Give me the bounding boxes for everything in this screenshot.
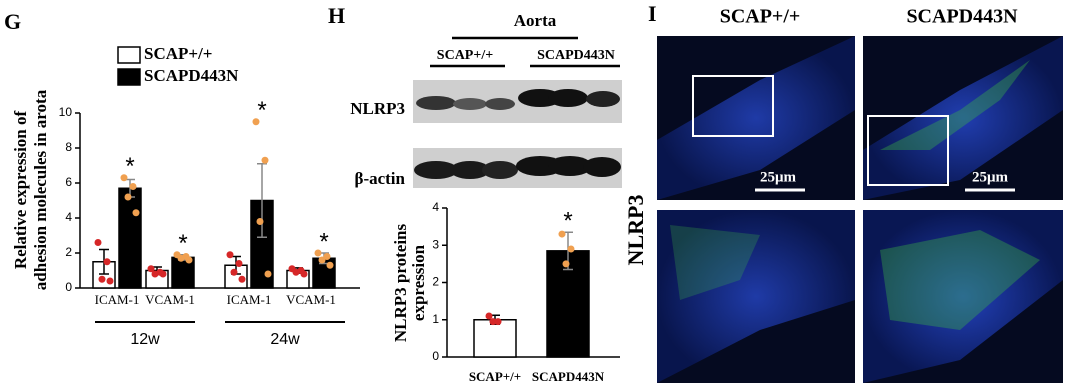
blot-row-label: NLRP3 — [350, 99, 405, 118]
data-point — [147, 265, 155, 273]
data-point — [558, 230, 566, 238]
legend-swatch — [117, 46, 141, 64]
data-point — [94, 239, 102, 246]
data-point — [318, 256, 326, 264]
panel-label: G — [4, 9, 21, 34]
x-tick-label: VCAM-1 — [145, 292, 195, 307]
y-axis-label: expression — [409, 244, 428, 321]
data-point — [132, 209, 140, 217]
bar — [473, 319, 517, 358]
data-point — [300, 270, 308, 278]
y-axis-label: adhesion molecules in arota — [31, 89, 50, 290]
data-point — [494, 318, 502, 326]
data-point — [485, 312, 493, 320]
scale-bar-label: 25μm — [760, 169, 797, 185]
data-point — [151, 270, 159, 278]
x-tick-label: SCAP+/+ — [469, 369, 521, 384]
row-label: NLRP3 — [623, 195, 648, 266]
significance-marker: * — [257, 97, 266, 124]
blot-group: SCAPD443N — [537, 48, 615, 63]
data-point — [314, 249, 322, 257]
y-tick-label: 2 — [432, 275, 439, 289]
data-point — [261, 156, 269, 164]
panel-label: H — [328, 3, 345, 28]
data-point — [567, 245, 575, 253]
x-tick-label: ICAM-1 — [95, 292, 140, 307]
data-point — [256, 218, 264, 225]
data-point — [106, 277, 114, 285]
data-point — [230, 268, 238, 276]
group-label: 24w — [270, 331, 300, 348]
data-point — [238, 275, 246, 283]
data-point — [235, 260, 243, 267]
y-axis-label: Relative expression of — [11, 111, 30, 270]
data-point — [185, 256, 193, 264]
y-tick-label: 3 — [432, 237, 439, 251]
data-point — [124, 193, 132, 201]
data-point — [159, 270, 167, 278]
significance-marker: * — [319, 228, 328, 255]
y-axis-label: NLRP3 proteins — [391, 224, 410, 343]
significance-marker: * — [563, 208, 572, 235]
y-tick-label: 4 — [432, 200, 439, 214]
bar — [118, 187, 142, 289]
y-tick-label: 0 — [65, 280, 72, 294]
x-tick-label: SCAPD443N — [532, 369, 605, 384]
y-tick-label: 8 — [65, 140, 72, 154]
significance-marker: * — [125, 153, 134, 180]
group-label: 12w — [130, 331, 160, 348]
panel-label: I — [648, 1, 657, 26]
blot-group: SCAP+/+ — [437, 48, 493, 63]
column-title: SCAP+/+ — [720, 6, 801, 28]
x-tick-label: ICAM-1 — [227, 292, 272, 307]
data-point — [129, 183, 137, 190]
column-title: SCAPD443N — [906, 6, 1018, 28]
legend-swatch — [117, 68, 141, 86]
blot-title: Aorta — [514, 11, 557, 30]
data-point — [489, 318, 497, 326]
y-tick-label: 0 — [432, 349, 439, 363]
significance-marker: * — [178, 230, 187, 257]
data-point — [252, 118, 260, 126]
y-tick-label: 6 — [65, 175, 72, 189]
data-point — [323, 253, 331, 260]
data-point — [177, 254, 185, 262]
x-tick-label: VCAM-1 — [286, 292, 336, 307]
legend-label: SCAP+/+ — [144, 44, 213, 63]
blot-image — [413, 80, 622, 188]
data-point — [103, 258, 111, 266]
y-tick-label: 4 — [65, 210, 72, 224]
data-point — [562, 260, 570, 268]
data-point — [226, 251, 234, 259]
data-point — [264, 270, 272, 278]
data-point — [292, 268, 300, 276]
data-point — [120, 174, 128, 182]
scale-bar-label: 25μm — [972, 169, 1009, 185]
data-point — [326, 261, 334, 269]
error-bar — [257, 163, 267, 238]
y-tick-label: 10 — [59, 105, 73, 119]
blot-row-label: β-actin — [354, 169, 405, 188]
micrograph — [657, 36, 1063, 383]
data-point — [98, 275, 106, 283]
y-tick-label: 1 — [432, 312, 439, 326]
y-tick-label: 2 — [65, 245, 72, 259]
legend-label: SCAPD443N — [144, 66, 239, 85]
